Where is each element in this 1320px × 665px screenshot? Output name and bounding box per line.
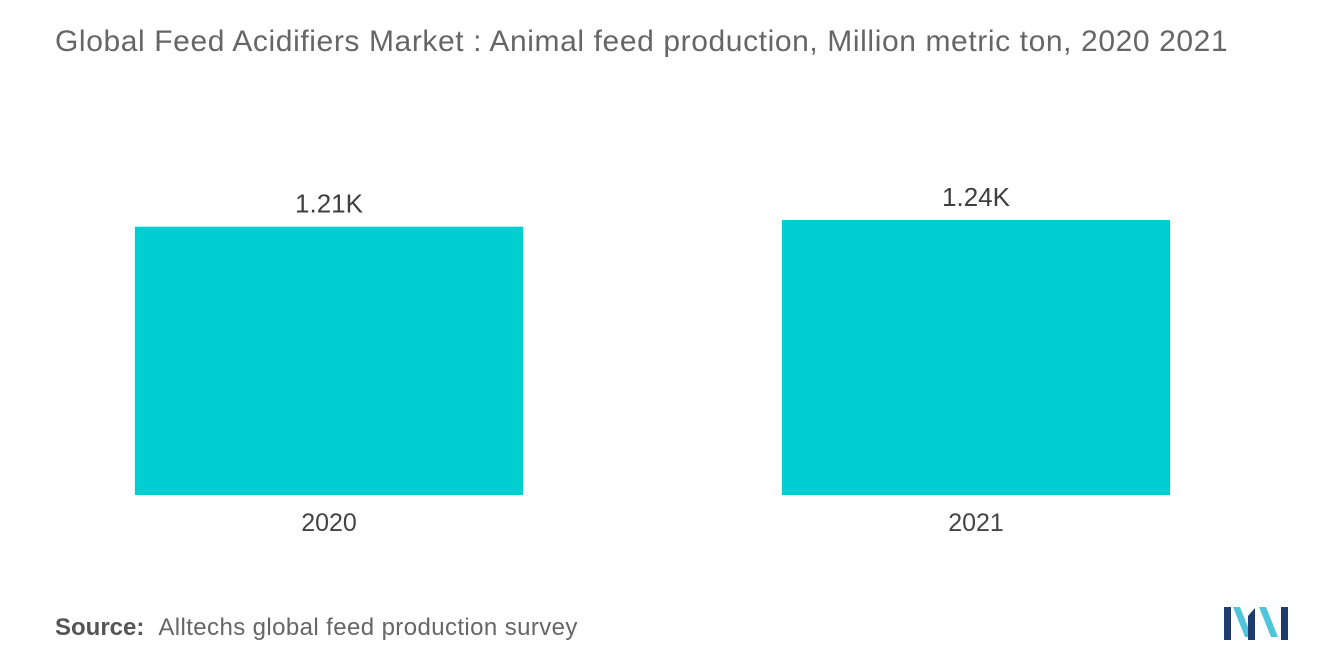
bar-2021 bbox=[781, 220, 1171, 495]
source-label: Source: bbox=[55, 614, 145, 641]
source-text: Alltechs global feed production survey bbox=[158, 614, 578, 641]
data-label-2020: 1.21K bbox=[295, 189, 364, 219]
brand-logo bbox=[1224, 604, 1290, 640]
data-label-2021: 1.24K bbox=[942, 182, 1011, 212]
brand-logo-icon bbox=[1224, 607, 1288, 640]
category-label-2021: 2021 bbox=[948, 509, 1004, 537]
chart-title: Global Feed Acidifiers Market : Animal f… bbox=[55, 25, 1229, 58]
bar-2020 bbox=[134, 226, 524, 495]
source-note: Source: Alltechs global feed production s… bbox=[55, 613, 578, 643]
category-label-2020: 2020 bbox=[301, 509, 357, 537]
